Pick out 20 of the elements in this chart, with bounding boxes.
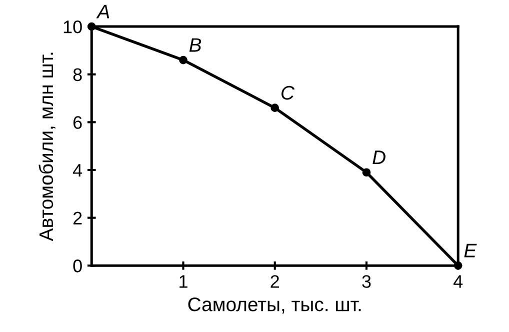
y-tick-label: 4	[72, 164, 82, 177]
x-tick-label: 1	[180, 275, 188, 288]
x-tick-label: 4	[453, 275, 463, 288]
annotation: A	[96, 4, 110, 18]
x-axis-title: Самолеты, тыс. шт.	[188, 298, 361, 314]
y-tick-label: 8	[73, 68, 82, 82]
annotation: E	[464, 244, 477, 258]
y-tick-label: 10	[64, 20, 82, 34]
point	[362, 168, 371, 177]
y-axis-title: Автомобили, млн шт.	[38, 52, 56, 242]
point	[270, 104, 280, 112]
y-tick-label: 2	[73, 212, 82, 224]
annotation: C	[281, 86, 295, 100]
x-tick-label: 2	[270, 275, 279, 288]
x-tick-label: 3	[362, 275, 371, 288]
point	[179, 56, 188, 64]
y-tick-label: 0	[73, 260, 82, 272]
annotation: D	[372, 150, 386, 164]
y-tick-label: 6	[73, 116, 82, 129]
annotation: B	[189, 38, 202, 52]
